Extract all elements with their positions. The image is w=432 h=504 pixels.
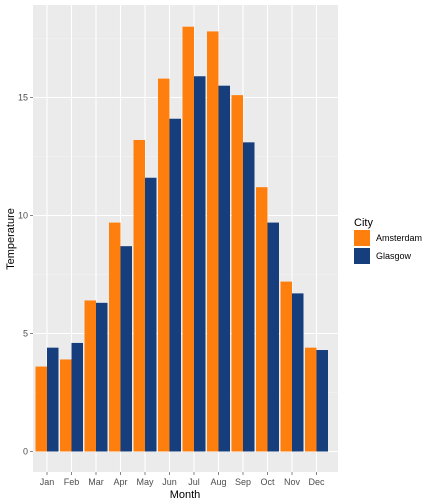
bar-amsterdam-oct <box>256 187 268 452</box>
y-tick-label: 15 <box>18 93 28 103</box>
bar-amsterdam-feb <box>60 359 72 452</box>
bars <box>35 26 328 452</box>
bar-glasgow-may <box>145 177 157 452</box>
y-tick-label: 5 <box>23 329 28 339</box>
y-axis-ticks: 0 5 10 15 <box>18 93 33 457</box>
bar-glasgow-sep <box>243 142 255 452</box>
x-tick-label: Oct <box>260 477 275 487</box>
bar-amsterdam-jan <box>35 366 47 452</box>
x-tick-label: Jul <box>188 477 200 487</box>
bar-glasgow-mar <box>96 302 108 452</box>
x-tick-label: May <box>136 477 154 487</box>
legend-label-glasgow: Glasgow <box>376 251 412 261</box>
y-axis-title: Temperature <box>5 208 17 270</box>
y-tick-label: 10 <box>18 211 28 221</box>
x-tick-label: Aug <box>210 477 226 487</box>
bar-glasgow-feb <box>71 342 83 452</box>
legend: City Amsterdam Glasgow <box>354 217 422 264</box>
bar-glasgow-jun <box>169 118 181 452</box>
bar-amsterdam-jul <box>182 26 194 452</box>
y-tick-label: 0 <box>23 447 28 457</box>
bar-glasgow-oct <box>267 222 279 452</box>
legend-label-amsterdam: Amsterdam <box>376 233 422 243</box>
x-tick-label: Jan <box>40 477 55 487</box>
bar-amsterdam-may <box>133 139 145 452</box>
x-tick-label: Jun <box>162 477 177 487</box>
bar-amsterdam-mar <box>84 300 96 452</box>
x-tick-label: Sep <box>235 477 251 487</box>
bar-amsterdam-aug <box>207 31 219 452</box>
bar-amsterdam-nov <box>280 281 292 452</box>
bar-glasgow-apr <box>120 246 132 452</box>
x-tick-label: Mar <box>88 477 104 487</box>
x-tick-label: Nov <box>284 477 301 487</box>
bar-glasgow-nov <box>292 293 304 452</box>
bar-glasgow-jul <box>194 76 206 452</box>
x-tick-label: Dec <box>308 477 325 487</box>
bar-amsterdam-apr <box>109 222 121 452</box>
legend-key-glasgow <box>354 248 370 264</box>
bar-amsterdam-jun <box>158 78 170 452</box>
legend-key-amsterdam <box>354 230 370 246</box>
bar-glasgow-dec <box>316 350 328 452</box>
bar-glasgow-aug <box>218 85 230 452</box>
x-axis-title: Month <box>170 489 201 501</box>
bar-glasgow-jan <box>47 347 59 452</box>
bar-amsterdam-dec <box>305 347 317 452</box>
x-tick-label: Feb <box>64 477 80 487</box>
legend-title: City <box>354 217 373 229</box>
bar-amsterdam-sep <box>231 95 243 452</box>
x-tick-label: Apr <box>113 477 127 487</box>
x-axis-ticks: Jan Feb Mar Apr May Jun Jul Aug Sep Oct Nov Dec <box>40 472 325 487</box>
